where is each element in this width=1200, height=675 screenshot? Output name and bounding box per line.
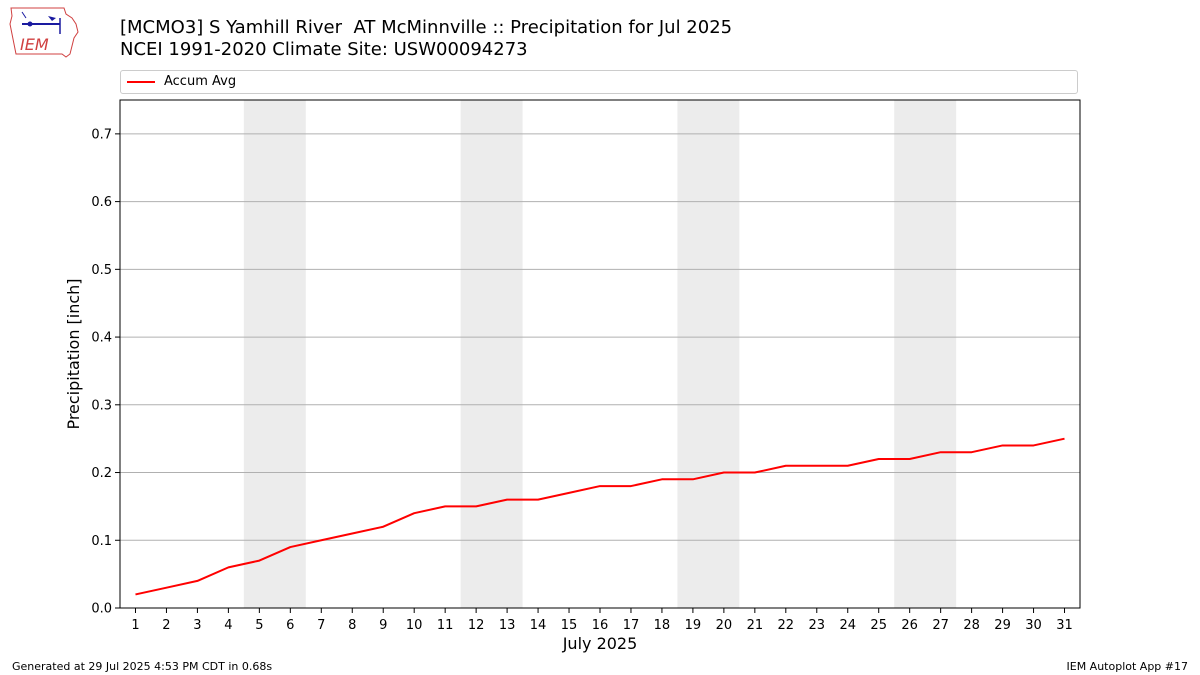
- x-tick-label: 11: [437, 618, 454, 633]
- x-tick-label: 7: [317, 618, 325, 633]
- footer-generated-text: Generated at 29 Jul 2025 4:53 PM CDT in …: [12, 660, 273, 673]
- x-tick-label: 12: [468, 618, 485, 633]
- y-tick-label: 0.7: [91, 127, 112, 142]
- chart-subtitle: NCEI 1991-2020 Climate Site: USW00094273: [120, 39, 528, 60]
- chart-legend: Accum Avg: [120, 70, 1078, 94]
- series-line-accum-avg: [135, 437, 1065, 596]
- y-tick-label: 0.0: [91, 602, 112, 617]
- x-tick-label: 2: [162, 618, 170, 633]
- x-tick-label: 13: [499, 618, 516, 633]
- x-tick-label: 10: [406, 618, 423, 633]
- x-tick-label: 27: [932, 618, 949, 633]
- y-gridlines: [120, 133, 1080, 541]
- x-tick-label: 4: [224, 618, 232, 633]
- y-tick-label: 0.4: [91, 331, 112, 346]
- x-tick-label: 18: [654, 618, 671, 633]
- x-tick-label: 28: [963, 618, 980, 633]
- x-axis-label: July 2025: [562, 634, 638, 653]
- iem-iowa-logo-icon: IEM: [9, 7, 79, 58]
- x-tick-label: 25: [870, 618, 887, 633]
- weekend-bands: [243, 100, 957, 608]
- y-tick-label: 0.1: [91, 534, 112, 549]
- x-tick-label: 9: [379, 618, 387, 633]
- y-axis: 0.0 0.1 0.2 0.3 0.4 0.5 0.6 0.7: [91, 127, 120, 617]
- chart-title: [MCMO3] S Yamhill River AT McMinnville :…: [120, 17, 733, 38]
- logo-text: IEM: [20, 35, 49, 54]
- x-tick-label: 22: [778, 618, 795, 633]
- iem-logo: IEM: [8, 4, 82, 64]
- x-tick-label: 21: [747, 618, 764, 633]
- y-tick-label: 0.6: [91, 195, 112, 210]
- x-tick-label: 30: [1025, 618, 1042, 633]
- x-tick-label: 24: [839, 618, 856, 633]
- weekend-band: [460, 100, 523, 608]
- weekend-band: [894, 100, 957, 608]
- x-axis: 1 2 3 4 5 6 7 8 9 10 11 12 13 14 15 16 17 18 19 20 21 22 23 24 2…: [131, 608, 1073, 633]
- footer-app-label: IEM Autoplot App #17: [1066, 660, 1189, 673]
- x-tick-label: 5: [255, 618, 263, 633]
- x-tick-label: 23: [809, 618, 826, 633]
- x-tick-label: 26: [901, 618, 918, 633]
- x-tick-label: 15: [561, 618, 578, 633]
- weekend-band: [677, 100, 740, 608]
- x-tick-label: 1: [131, 618, 139, 633]
- x-tick-label: 19: [685, 618, 702, 633]
- x-tick-label: 31: [1056, 618, 1073, 633]
- y-axis-label: Precipitation [inch]: [64, 278, 83, 429]
- y-tick-label: 0.3: [91, 398, 112, 413]
- y-tick-label: 0.2: [91, 466, 112, 481]
- x-tick-label: 20: [716, 618, 733, 633]
- x-tick-label: 14: [530, 618, 547, 633]
- y-tick-label: 0.5: [91, 263, 112, 278]
- series-layer: [135, 437, 1065, 596]
- x-tick-label: 6: [286, 618, 294, 633]
- weekend-band: [243, 100, 306, 608]
- x-tick-label: 3: [193, 618, 201, 633]
- legend-line-swatch: [127, 81, 155, 83]
- x-tick-label: 17: [623, 618, 640, 633]
- legend-label: Accum Avg: [164, 74, 237, 89]
- x-tick-label: 16: [592, 618, 609, 633]
- x-tick-label: 8: [348, 618, 356, 633]
- x-tick-label: 29: [994, 618, 1011, 633]
